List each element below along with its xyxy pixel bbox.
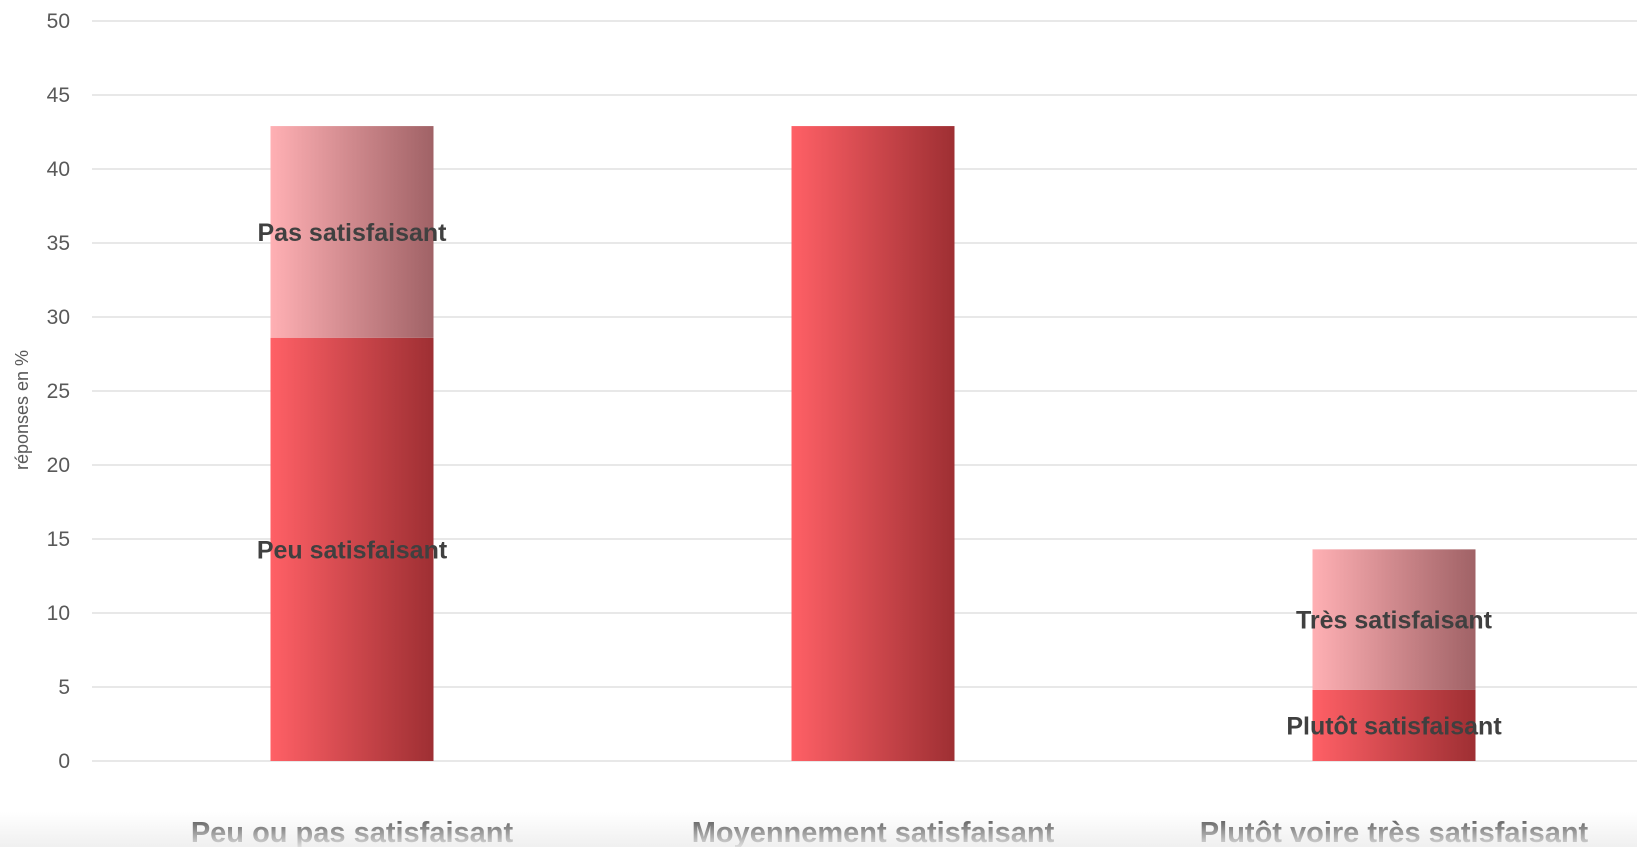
y-axis-title: réponses en % [12, 350, 32, 470]
bar-segment-pas-satisfaisant [270, 126, 434, 338]
segment-label: Très satisfaisant [1296, 607, 1493, 635]
segment-label: Plutôt satisfaisant [1286, 712, 1502, 740]
y-tick-label-25: 25 [47, 380, 70, 403]
y-tick-label-5: 5 [58, 676, 70, 699]
y-tick-label-45: 45 [47, 84, 70, 107]
x-axis-categories: Peu ou pas satisfaisant Moyennement satis… [191, 817, 1589, 847]
bar-segment-cat1 [791, 126, 955, 761]
bar-segment-plut-t-satisfaisant [1312, 689, 1476, 761]
segment-labels: Peu satisfaisant Pas satisfaisant Plutôt s… [257, 219, 1503, 741]
y-tick-label-10: 10 [47, 602, 70, 625]
x-category-label: Moyennement satisfaisant [692, 817, 1055, 847]
bar-segment-peu-satisfaisant [270, 337, 434, 761]
y-tick-label-50: 50 [47, 10, 70, 33]
y-tick-label-30: 30 [47, 306, 70, 329]
y-tick-label-15: 15 [47, 528, 70, 551]
x-category-label: Peu ou pas satisfaisant [191, 817, 514, 847]
y-tick-label-0: 0 [58, 750, 70, 773]
segment-label: Pas satisfaisant [258, 219, 448, 247]
y-tick-label-40: 40 [47, 158, 70, 181]
bar-segment-tr-s-satisfaisant [1312, 549, 1476, 690]
y-tick-label-35: 35 [47, 232, 70, 255]
y-axis-ticks: 0 5 10 15 20 25 30 35 40 45 50 [47, 10, 70, 773]
y-tick-label-20: 20 [47, 454, 70, 477]
bars [270, 126, 1476, 761]
segment-label: Peu satisfaisant [257, 536, 448, 564]
x-category-label: Plutôt voire très satisfaisant [1200, 817, 1589, 847]
